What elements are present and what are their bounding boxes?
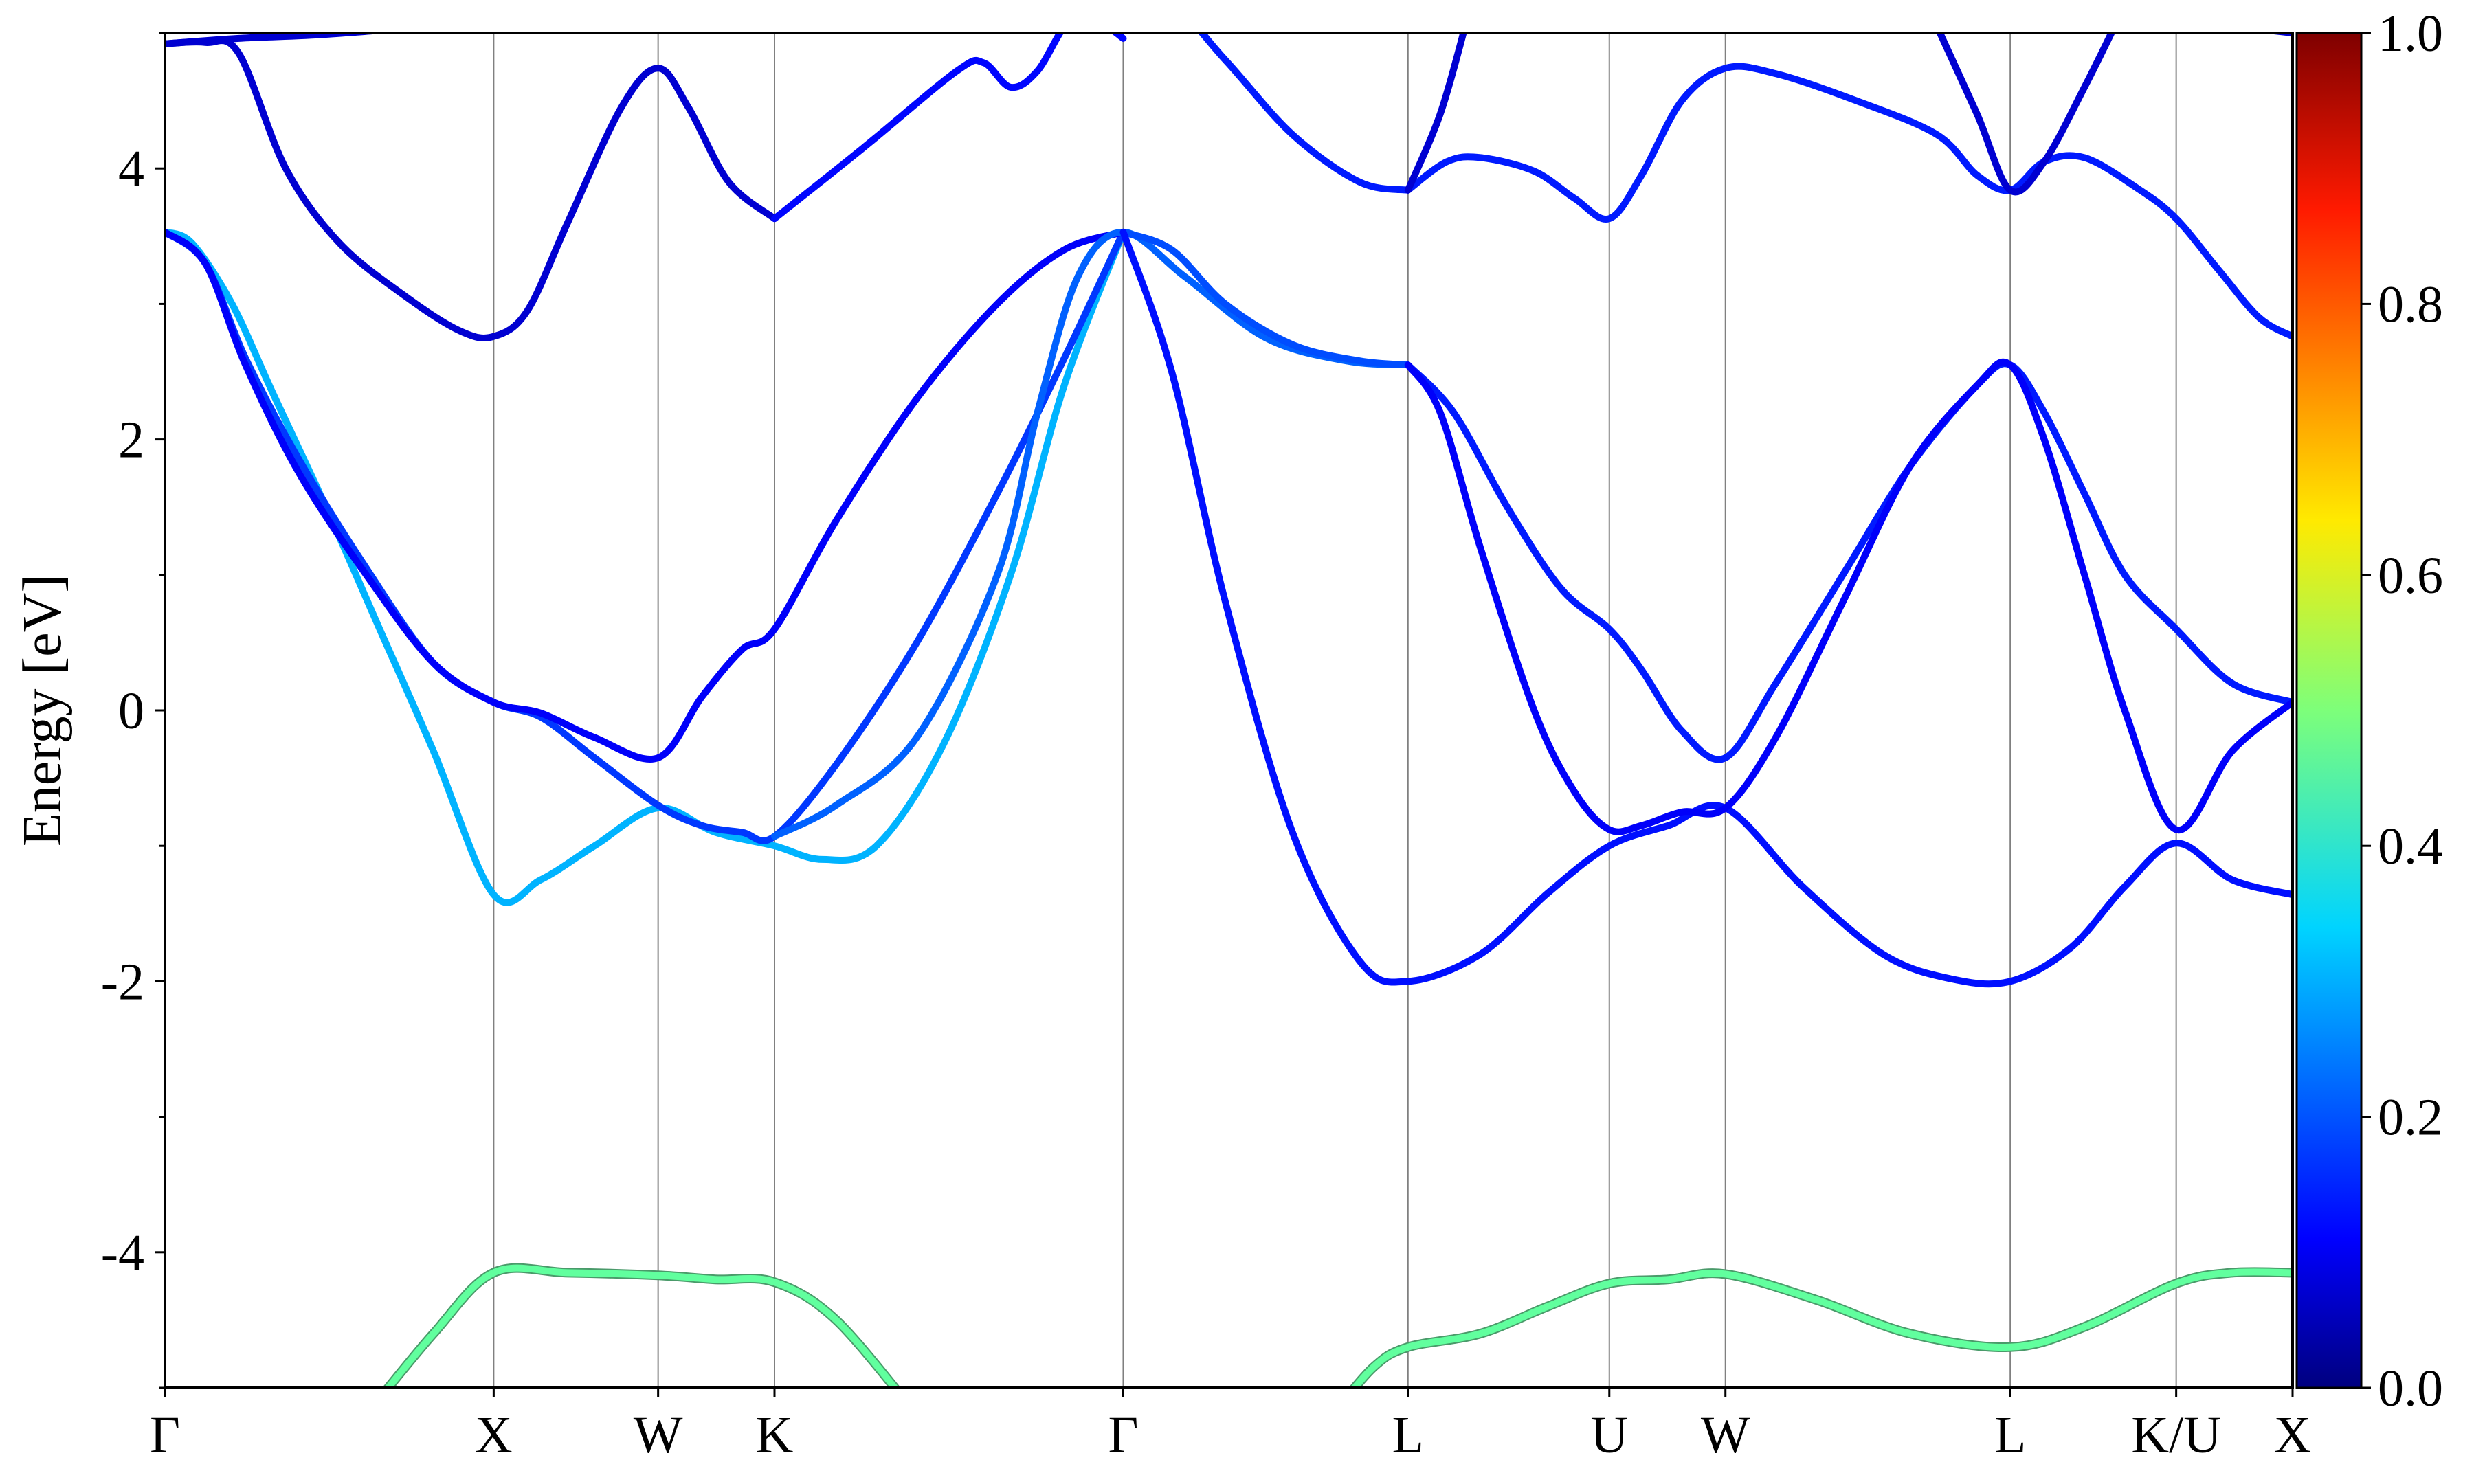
band-line	[165, 228, 1127, 844]
band-line	[1404, 63, 2293, 340]
band-line	[1404, 358, 2293, 835]
x-tick-label: U	[1590, 1406, 1628, 1464]
colorbar-gradient	[2295, 32, 2363, 1389]
x-tick-label: X	[2274, 1406, 2312, 1464]
x-tick-label: X	[475, 1406, 513, 1464]
colorbar-ticks: 0.0 0.2 0.4 0.6 0.8 1.0	[2361, 5, 2443, 1417]
x-tick-label: Γ	[150, 1406, 180, 1464]
high-symmetry-lines	[493, 33, 2177, 1388]
band-line	[1936, 33, 2115, 196]
colorbar-tick-label: 0.8	[2378, 276, 2443, 333]
x-tick-label: K	[756, 1406, 794, 1464]
y-tick-label: -2	[101, 953, 144, 1011]
x-axis: Γ X W K Γ L U W L K/U X	[150, 1388, 2311, 1464]
y-tick-label: 2	[118, 412, 144, 469]
band-line	[1404, 33, 1467, 194]
band-lines	[165, 33, 2293, 1388]
x-tick-label: K/U	[2131, 1406, 2221, 1464]
colorbar-tick-label: 0.4	[2378, 818, 2443, 875]
band-line	[165, 228, 1127, 906]
band-line	[165, 228, 1127, 763]
band-line	[771, 33, 1127, 223]
x-tick-label: L	[1994, 1406, 2026, 1464]
x-tick-label: W	[1701, 1406, 1750, 1464]
y-tick-label: 4	[118, 140, 144, 198]
colorbar-tick-label: 1.0	[2378, 5, 2443, 63]
plot-frame	[164, 32, 2294, 1389]
y-tick-label: 0	[118, 682, 144, 740]
x-tick-label: L	[1392, 1406, 1424, 1464]
band-line	[1197, 33, 1412, 194]
band-line	[165, 33, 2293, 47]
colorbar: 0.0 0.2 0.4 0.6 0.8 1.0	[2295, 5, 2443, 1417]
colorbar-tick-label: 0.0	[2378, 1360, 2443, 1417]
band-line	[1119, 228, 1412, 369]
band-line	[165, 37, 778, 341]
colorbar-tick-label: 0.6	[2378, 547, 2443, 605]
x-tick-label: Γ	[1108, 1406, 1139, 1464]
x-tick-label: W	[634, 1406, 683, 1464]
band-line	[1404, 360, 2293, 763]
colorbar-tick-label: 0.2	[2378, 1089, 2443, 1147]
band-line	[1350, 1268, 2293, 1388]
band-line	[1119, 228, 2293, 988]
band-line-outline	[381, 1263, 901, 1388]
band-line	[383, 1264, 900, 1388]
y-tick-label: -4	[101, 1224, 144, 1282]
y-axis-title: Energy [eV]	[12, 574, 73, 846]
y-axis: -4 -2 0 2 4	[101, 32, 165, 1389]
band-line	[771, 228, 1412, 840]
